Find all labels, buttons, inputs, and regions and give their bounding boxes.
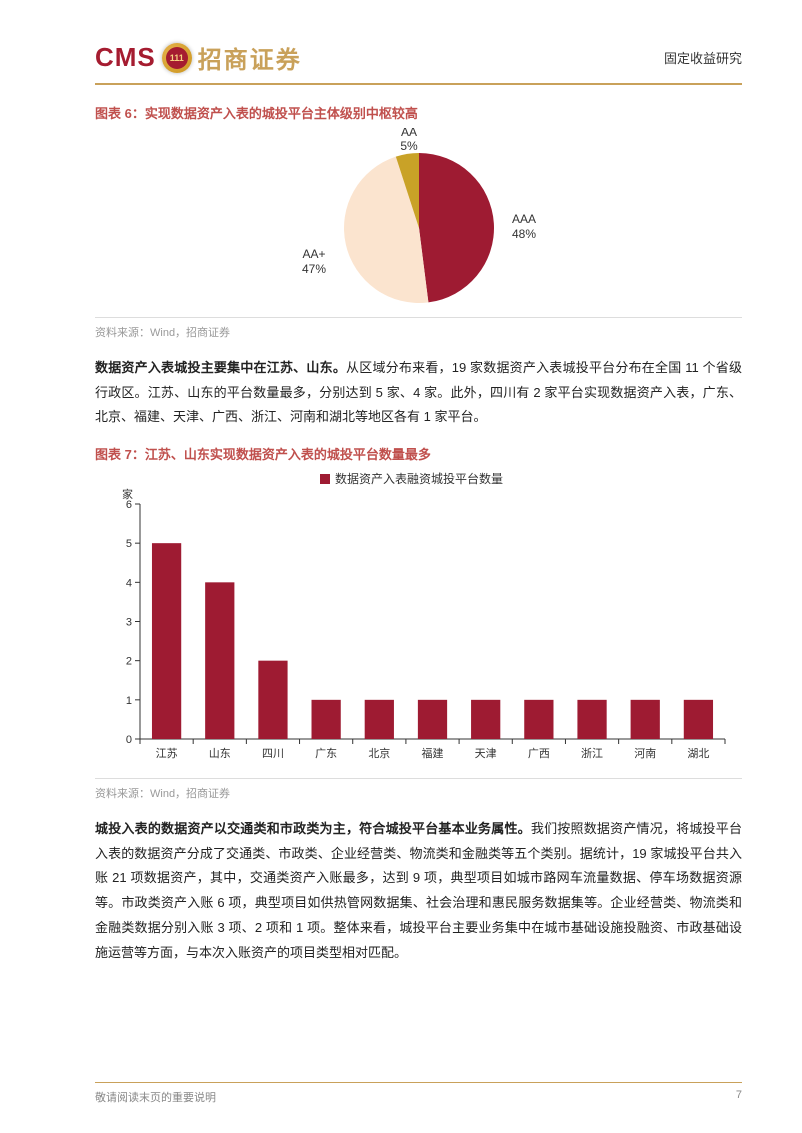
pie-pct-AA+: 47% [301, 262, 325, 276]
paragraph-1-lead: 数据资产入表城投主要集中在江苏、山东。 [95, 360, 346, 375]
paragraph-1: 数据资产入表城投主要集中在江苏、山东。从区域分布来看，19 家数据资产入表城投平… [95, 356, 742, 430]
figure-6-pie-chart: AAA48% AA+47% AA5% [95, 128, 742, 318]
logo-chinese-text: 招商证券 [198, 40, 302, 75]
bar-xlabel-广东: 广东 [315, 747, 337, 760]
bar-ytick-1: 1 [126, 695, 132, 707]
bar-福建 [418, 700, 447, 739]
bar-xlabel-河南: 河南 [634, 747, 656, 760]
bar-xlabel-浙江: 浙江 [581, 747, 603, 760]
figure-7-title: 图表 7：江苏、山东实现数据资产入表的城投平台数量最多 [95, 444, 742, 463]
bar-广东 [312, 700, 341, 739]
bar-ytick-5: 5 [126, 538, 132, 550]
bar-ytick-2: 2 [126, 656, 132, 668]
bar-xlabel-江苏: 江苏 [156, 747, 178, 760]
figure-7-source: 资料来源：Wind，招商证券 [95, 785, 742, 801]
page: CMS 111 招商证券 固定收益研究 图表 6：实现数据资产入表的城投平台主体… [0, 0, 802, 1133]
bar-ytick-0: 0 [126, 734, 132, 746]
bar-湖北 [684, 700, 713, 739]
bar-浙江 [577, 700, 606, 739]
pie-label-AAA: AAA [511, 212, 535, 226]
bar-北京 [365, 700, 394, 739]
page-header: CMS 111 招商证券 固定收益研究 [95, 40, 742, 85]
paragraph-2: 城投入表的数据资产以交通类和市政类为主，符合城投平台基本业务属性。我们按照数据资… [95, 817, 742, 965]
footer-page-number: 7 [736, 1089, 742, 1105]
logo: CMS 111 招商证券 [95, 40, 302, 75]
bar-xlabel-福建: 福建 [422, 746, 444, 760]
bar-legend-label: 数据资产入表融资城投平台数量 [335, 471, 503, 486]
footer-disclaimer: 敬请阅读末页的重要说明 [95, 1089, 216, 1105]
page-footer: 敬请阅读末页的重要说明 7 [95, 1082, 742, 1105]
pie-label-AA: AA [400, 128, 416, 139]
paragraph-2-body: 我们按照数据资产情况，将城投平台入表的数据资产分成了交通类、市政类、企业经营类、… [95, 821, 742, 959]
bar-江苏 [152, 543, 181, 739]
bar-svg: 数据资产入表融资城投平台数量家0123456江苏山东四川广东北京福建天津广西浙江… [95, 469, 735, 769]
logo-icon: 111 [162, 43, 192, 73]
header-category: 固定收益研究 [664, 48, 742, 67]
pie-pct-AAA: 48% [511, 227, 535, 241]
bar-ytick-4: 4 [126, 577, 132, 589]
bar-ytick-3: 3 [126, 617, 132, 629]
logo-cms-text: CMS [95, 42, 156, 73]
bar-四川 [258, 661, 287, 739]
bar-xlabel-广西: 广西 [528, 747, 550, 760]
pie-pct-AA: 5% [400, 139, 418, 153]
bar-xlabel-天津: 天津 [475, 747, 497, 760]
pie-label-AA+: AA+ [302, 247, 325, 261]
bar-河南 [631, 700, 660, 739]
bar-山东 [205, 582, 234, 739]
bar-xlabel-四川: 四川 [262, 748, 284, 760]
bar-广西 [524, 700, 553, 739]
bar-xlabel-湖北: 湖北 [687, 747, 709, 760]
pie-svg: AAA48% AA+47% AA5% [209, 128, 629, 313]
bar-天津 [471, 700, 500, 739]
figure-6-title: 图表 6：实现数据资产入表的城投平台主体级别中枢较高 [95, 103, 742, 122]
paragraph-2-lead: 城投入表的数据资产以交通类和市政类为主，符合城投平台基本业务属性。 [95, 821, 531, 836]
bar-ytick-6: 6 [126, 499, 132, 511]
bar-legend: 数据资产入表融资城投平台数量 [320, 471, 503, 486]
figure-6-source: 资料来源：Wind，招商证券 [95, 324, 742, 340]
pie-slice-AAA [419, 153, 494, 302]
figure-7-bar-chart: 数据资产入表融资城投平台数量家0123456江苏山东四川广东北京福建天津广西浙江… [95, 469, 742, 779]
bar-xlabel-山东: 山东 [209, 747, 231, 760]
bar-xlabel-北京: 北京 [368, 746, 390, 760]
